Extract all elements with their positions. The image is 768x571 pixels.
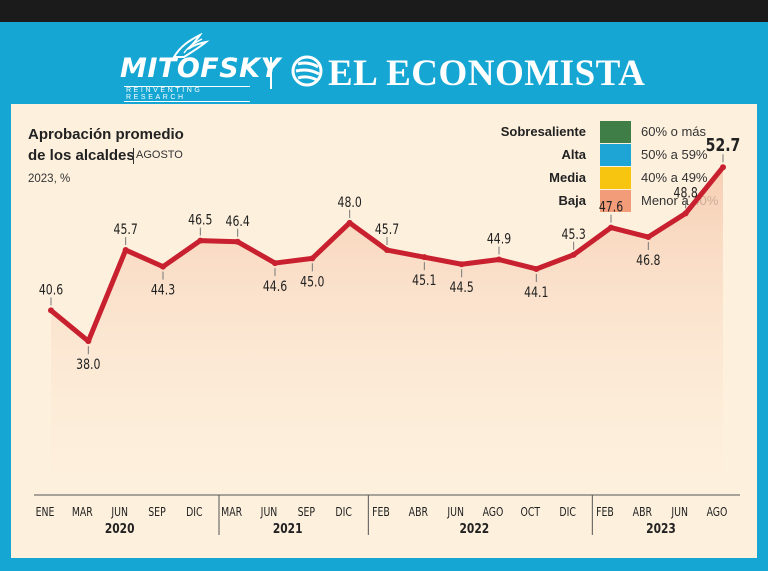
data-point <box>309 255 316 262</box>
data-label: 44.5 <box>450 279 474 296</box>
x-tick-label: OCT <box>521 505 541 519</box>
x-tick-label: MAR <box>221 505 242 519</box>
legend-swatch <box>600 144 631 166</box>
legend-swatch <box>600 121 631 143</box>
data-label: 46.4 <box>226 212 250 229</box>
data-point <box>570 251 577 258</box>
data-point <box>720 164 726 171</box>
data-label: 45.7 <box>375 221 399 238</box>
data-point <box>122 247 129 254</box>
data-label: 44.3 <box>151 281 175 298</box>
data-point <box>234 238 241 245</box>
mitofsky-logo: MITOFSKY REINVENTING RESEARCH <box>120 33 280 102</box>
legend-range: 50% a 59% <box>641 147 708 162</box>
chart-title-line2: de los alcaldes <box>28 147 135 164</box>
mitofsky-wordmark: MITOFSKY <box>120 53 281 84</box>
chart-title-line1: Aprobación promedio <box>28 126 184 143</box>
x-tick-label: ABR <box>409 505 429 519</box>
data-point <box>48 307 54 314</box>
x-tick-label: JUN <box>110 505 127 519</box>
data-label: 48.8 <box>674 184 698 201</box>
x-tick-label: FEB <box>596 505 614 519</box>
data-label: 40.6 <box>39 281 63 298</box>
data-label: 45.3 <box>562 225 586 242</box>
x-tick-label: ENE <box>36 505 55 519</box>
data-point <box>272 260 278 267</box>
data-label: 44.6 <box>263 278 287 295</box>
year-label: 2020 <box>105 521 135 536</box>
x-tick-label: SEP <box>148 505 166 519</box>
x-tick-label: DIC <box>186 505 202 519</box>
data-point <box>608 224 614 231</box>
x-tick-label: FEB <box>372 505 390 519</box>
legend-label: Sobresaliente <box>500 124 586 139</box>
x-tick-label: SEP <box>298 505 316 519</box>
legend-label: Media <box>549 170 586 185</box>
data-label: 45.0 <box>300 273 324 290</box>
data-point <box>85 338 92 345</box>
x-tick-label: JUN <box>670 505 687 519</box>
mitofsky-tagline: REINVENTING RESEARCH <box>124 86 250 102</box>
data-point <box>384 247 390 254</box>
data-point <box>346 219 353 226</box>
x-tick-label: JUN <box>446 505 463 519</box>
x-tick-label: JUN <box>260 505 277 519</box>
chart-unit: 2023, % <box>28 173 71 185</box>
data-label: 44.9 <box>487 230 511 247</box>
x-tick-label: DIC <box>559 505 575 519</box>
data-point <box>421 254 428 261</box>
legend-item-media: Media 40% a 49% <box>0 167 768 189</box>
data-point <box>197 237 204 244</box>
chart-subtitle: AGOSTO <box>136 149 183 161</box>
x-tick-label: DIC <box>335 505 351 519</box>
year-label: 2021 <box>273 521 303 536</box>
data-label: 47.6 <box>599 198 623 215</box>
year-label: 2022 <box>460 521 490 536</box>
data-label: 48.0 <box>338 193 362 210</box>
data-label: 46.5 <box>188 211 212 228</box>
data-point <box>645 234 652 241</box>
data-label: 38.0 <box>76 356 100 373</box>
year-label: 2023 <box>646 521 676 536</box>
data-point <box>496 256 502 263</box>
data-label: 52.7 <box>706 134 741 155</box>
data-point <box>458 261 465 268</box>
x-tick-label: AGO <box>483 505 504 519</box>
data-label: 44.1 <box>524 284 548 301</box>
legend-swatch <box>600 190 631 212</box>
legend-item-alta: Alta 50% a 59% <box>0 144 768 166</box>
data-label: 46.8 <box>636 252 660 269</box>
x-tick-label: AGO <box>707 505 728 519</box>
data-point <box>682 210 689 217</box>
data-label: 45.7 <box>114 221 138 238</box>
legend-range: 40% a 49% <box>641 170 708 185</box>
legend-range: 60% o más <box>641 124 707 139</box>
x-tick-label: ABR <box>633 505 653 519</box>
x-tick-label: MAR <box>72 505 93 519</box>
data-point <box>533 265 540 272</box>
data-label: 45.1 <box>412 272 436 289</box>
subtitle-separator <box>133 148 134 164</box>
globe-icon <box>291 55 323 87</box>
legend-label: Alta <box>561 147 586 162</box>
chart-title: Aprobación promedio de los alcaldes <box>28 124 184 166</box>
series-area <box>51 167 723 495</box>
mitofsky-bird-icon <box>172 33 210 58</box>
legend-label: Baja <box>558 193 586 208</box>
legend-item-sobresaliente: Sobresaliente 60% o más <box>0 121 768 143</box>
el-economista-wordmark: EL ECONOMISTA <box>328 53 646 94</box>
legend-swatch <box>600 167 631 189</box>
logo-divider <box>270 57 272 89</box>
data-point <box>160 263 166 270</box>
